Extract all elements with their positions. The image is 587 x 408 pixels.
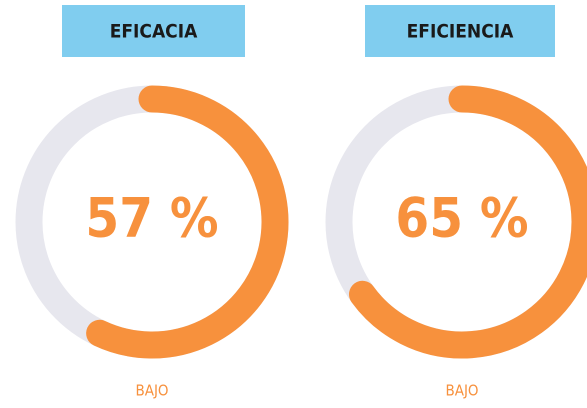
gauge-title: EFICIENCIA	[407, 21, 514, 43]
gauge-value: 57 %	[85, 187, 218, 250]
gauge-value: 65 %	[395, 187, 528, 250]
gauge-arc	[86, 85, 289, 359]
gauge-arc	[348, 85, 587, 359]
gauge-level: BAJO	[135, 382, 168, 400]
gauge-level: BAJO	[445, 382, 478, 400]
title-box	[365, 5, 555, 57]
title-box	[62, 5, 245, 57]
gauge-title: EFICACIA	[110, 21, 198, 43]
